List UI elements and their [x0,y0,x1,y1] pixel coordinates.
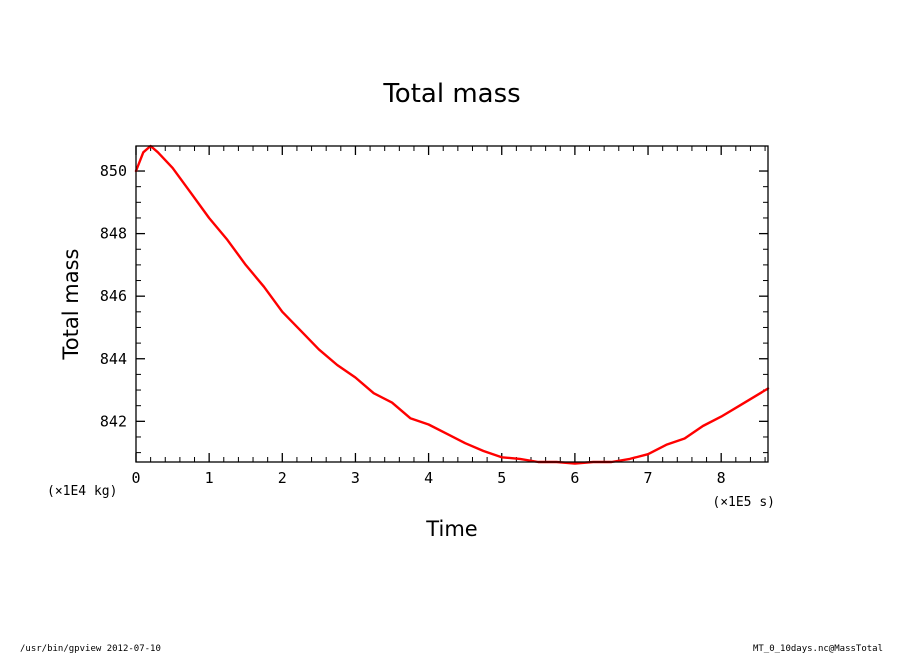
footer-left: /usr/bin/gpview 2012-07-10 [20,644,161,654]
x-tick-label: 0 [131,469,140,487]
x-tick-label: 1 [205,469,214,487]
plot-frame [135,145,769,463]
y-tick-label: 846 [100,287,127,305]
y-tick-label: 844 [100,350,127,368]
y-axis-label: Total mass [59,249,83,361]
y-tick-label: 848 [100,225,127,243]
x-axis-label: Time [425,517,477,541]
x-tick-label: 7 [644,469,653,487]
x-tick-label: 3 [351,469,360,487]
y-axis-unit: (×1E4 kg) [47,484,117,499]
x-tick-label: 5 [497,469,506,487]
x-tick-label: 2 [278,469,287,487]
chart-title: Total mass [382,79,520,109]
x-axis-unit: (×1E5 s) [712,495,775,510]
tick-labels: 0 1 2 3 4 5 6 7 8 842 844 846 848 850 [100,162,726,487]
y-tick-label: 842 [100,412,127,430]
total-mass-line [134,144,770,465]
axis-ticks [135,146,768,462]
x-tick-label: 4 [424,469,433,487]
x-tick-label: 6 [570,469,579,487]
footer-right: MT_0_10days.nc@MassTotal [753,644,883,654]
y-tick-label: 850 [100,162,127,180]
x-tick-label: 8 [717,469,726,487]
